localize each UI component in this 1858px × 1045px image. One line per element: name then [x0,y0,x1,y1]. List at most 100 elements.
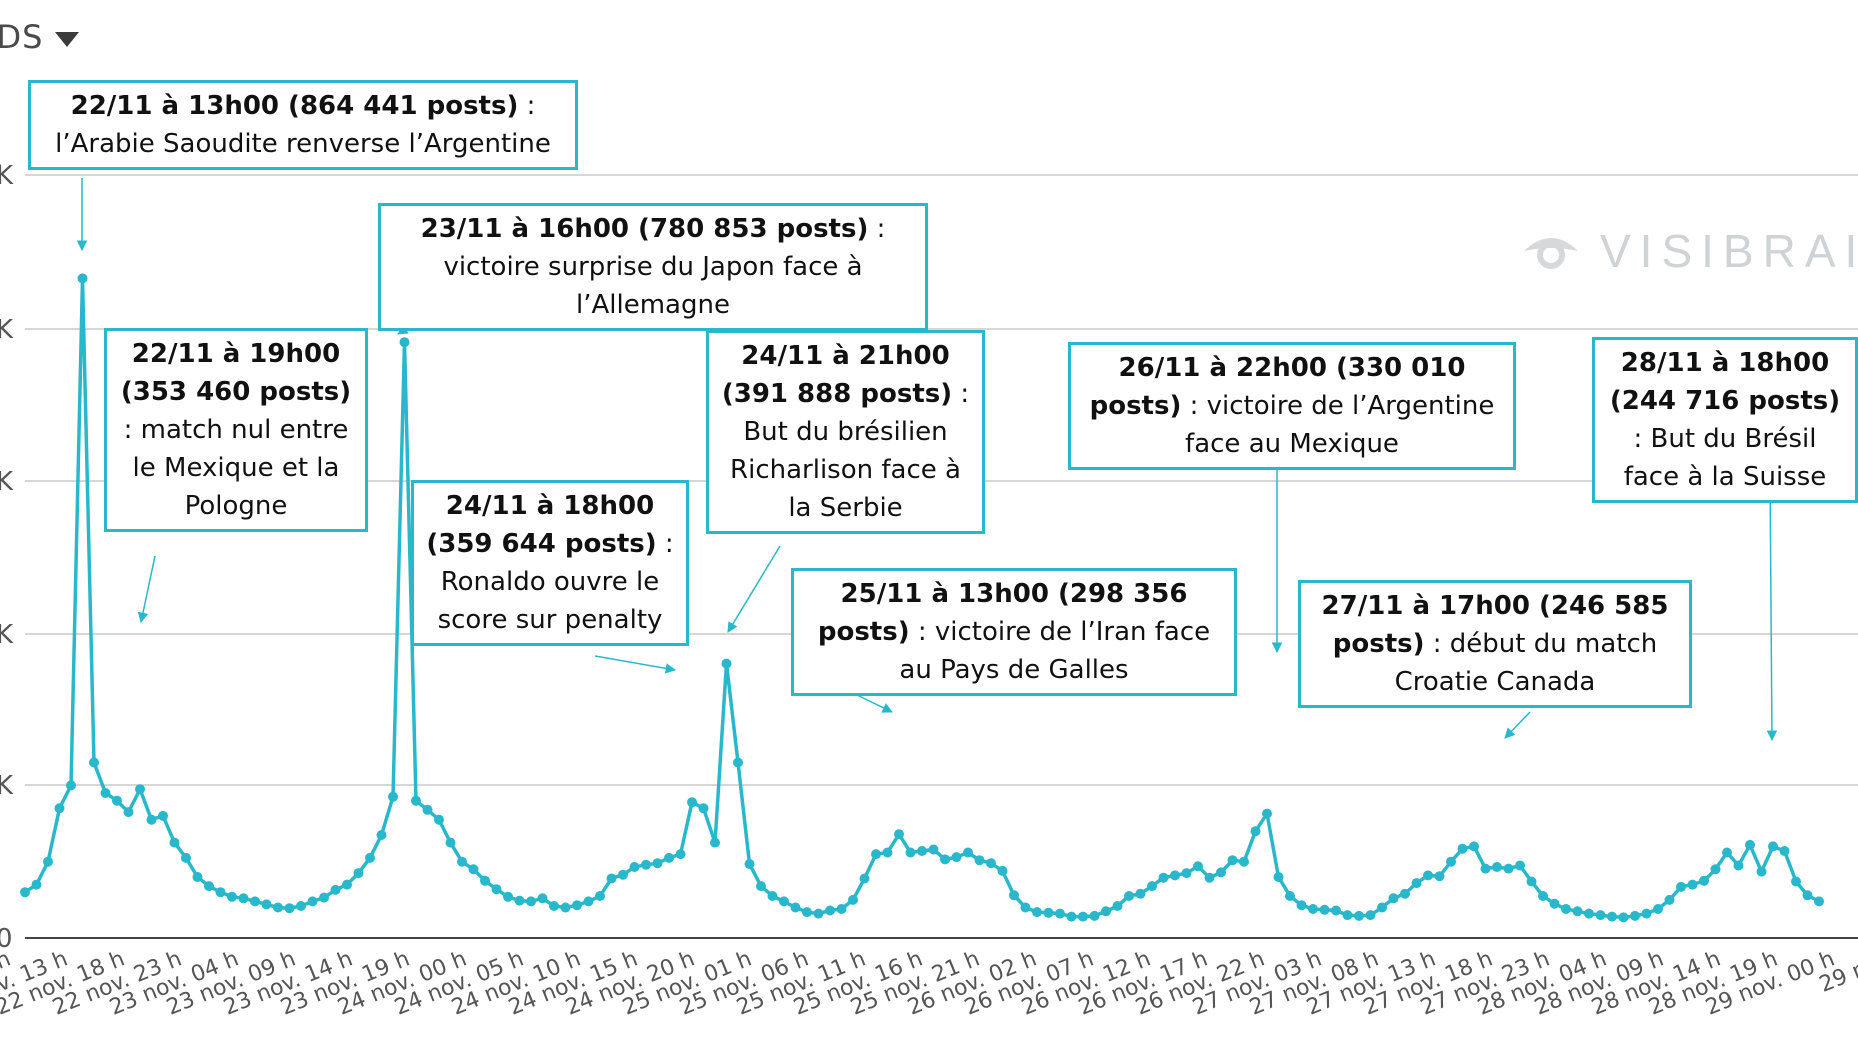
data-point [1446,856,1456,867]
data-point [296,901,306,911]
data-point [1618,912,1629,923]
data-point [940,854,950,865]
data-point [687,797,697,808]
data-point [388,791,398,802]
data-point [1549,898,1560,909]
data-point [1687,879,1698,890]
chart-header[interactable]: IDS [0,18,80,56]
data-point [169,837,180,848]
data-point [1538,891,1548,901]
data-point [744,859,755,869]
data-point [1756,866,1767,877]
annotation-arrow-3 [594,655,677,674]
data-point [77,273,88,284]
data-point [514,895,525,906]
annotation-22-11-13h: 22/11 à 13h00 (864 441 posts) : l’Arabie… [28,80,578,170]
brand-watermark: VISIBRAI [1520,224,1858,278]
data-point [1377,902,1387,913]
data-point [1584,908,1594,919]
annotation-23-11-16h: 23/11 à 16h00 (780 853 posts) : victoire… [378,203,928,331]
data-point [1722,847,1732,858]
data-point [1561,904,1571,914]
data-point [825,905,835,916]
y-tick-label: K [0,771,14,801]
data-point [790,902,801,913]
data-point [526,896,536,907]
y-tick-label: K [0,467,14,497]
data-point [227,891,237,902]
data-point [1434,871,1445,882]
data-point [1457,843,1468,854]
data-point [31,879,42,890]
annotation-25-11-13h: 25/11 à 13h00 (298 356 posts) : victoire… [791,568,1237,696]
x-axis: 8 h22 nov. 13 h22 nov. 18 h22 nov. 23 h2… [0,937,1858,1021]
header-title: IDS [0,18,44,56]
data-point [549,901,559,911]
annotation-arrow-7 [1504,711,1531,739]
data-point [951,852,962,863]
data-point [411,795,421,806]
annotation-text: : But du Brésil face à la Suisse [1623,424,1827,492]
data-point [698,803,709,814]
data-point [721,658,732,669]
y-tick-label: l [0,161,3,191]
data-point [894,829,904,840]
data-point [986,858,996,869]
annotation-22-11-19h: 22/11 à 19h00 (353 460 posts) : match nu… [104,328,368,532]
annotation-text: : victoire de l’Iran face au Pays de Gal… [899,617,1211,685]
data-point [1423,870,1433,881]
data-point [112,795,122,806]
data-point [1331,905,1341,916]
data-point [468,864,479,875]
data-point [319,892,329,903]
data-point [1469,841,1479,852]
data-point [1124,891,1134,901]
data-point [1768,841,1778,852]
data-point [1388,893,1399,904]
data-point [1147,881,1157,892]
data-points [20,273,1824,923]
data-point [1480,863,1491,874]
data-point [123,807,134,818]
data-point [606,873,617,884]
data-point [273,902,283,913]
data-point [1020,902,1031,913]
data-point [1101,906,1111,917]
data-point [307,896,318,907]
data-point [330,884,341,895]
data-point [1066,911,1077,922]
caret-down-icon[interactable] [55,31,80,47]
data-point [1653,904,1663,914]
data-point [871,849,881,860]
data-point [1273,872,1284,882]
data-point [928,844,939,855]
annotation-24-11-21h: 24/11 à 21h00 (391 888 posts) : But du b… [706,330,985,534]
data-point [480,875,490,886]
annotation-text: : Ronaldo ouvre le score sur penalty [437,529,674,635]
data-point [1204,872,1215,883]
data-point [756,881,766,892]
y-tick-label: K [0,161,14,191]
data-point [1641,908,1652,919]
data-point [1664,894,1675,905]
eye-icon [1524,238,1578,269]
y-tick-label: K [0,620,14,650]
data-point [1814,896,1824,907]
data-point [652,858,663,869]
data-point [1342,910,1353,921]
annotation-heading: 22/11 à 19h00 (353 460 posts) [120,339,352,407]
data-point [1009,890,1019,901]
brand-name: VISIBRAI [1600,225,1858,277]
data-point [503,891,513,902]
data-point [250,896,260,907]
data-point [733,757,743,768]
data-point [664,852,674,863]
data-point [1526,876,1537,887]
data-point [43,856,53,867]
data-point [1112,901,1123,911]
data-point [1239,856,1249,867]
annotation-27-11-17h: 27/11 à 17h00 (246 585 posts) : début du… [1298,580,1692,708]
data-point [1181,868,1192,879]
data-point [434,814,444,825]
